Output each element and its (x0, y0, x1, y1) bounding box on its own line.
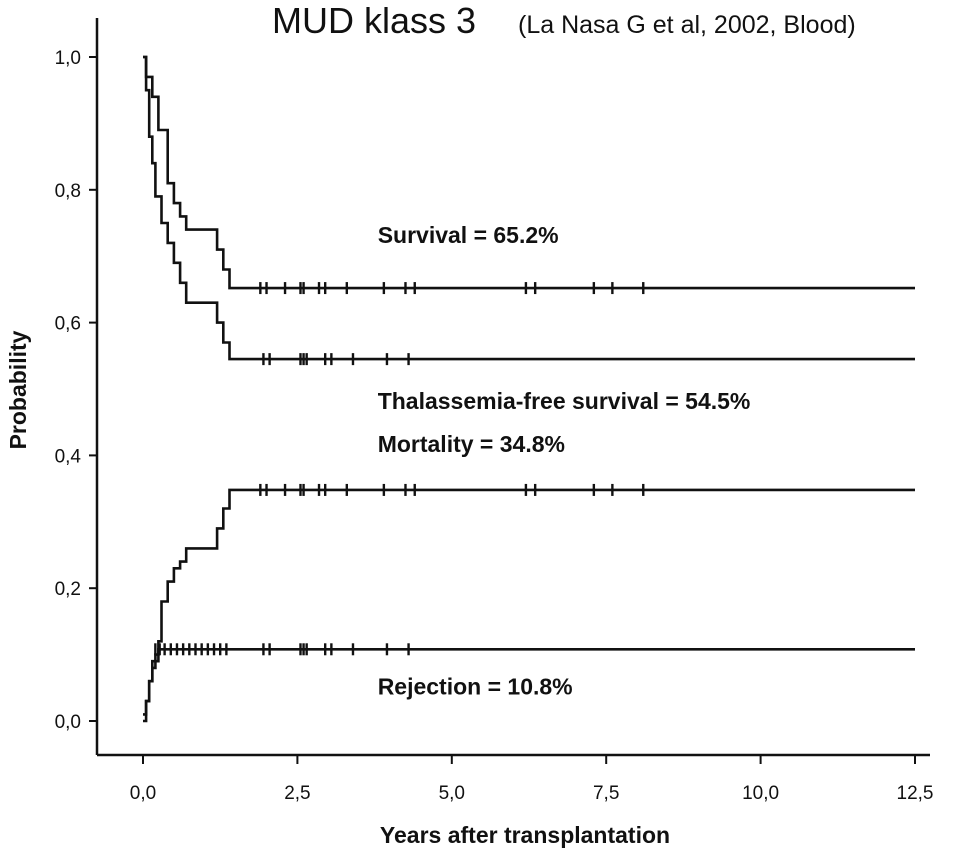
series-line-survival (143, 55, 915, 290)
axes: 0,0 0,2 0,4 0,6 0,8 1,0 0,0 2,5 5,0 7,5 10,0 12,5 (55, 18, 934, 804)
x-tick-label: 7,5 (593, 783, 619, 804)
y-tick-label: 0,2 (55, 579, 81, 600)
y-tick-label: 0,8 (55, 181, 81, 202)
chart-subtitle: (La Nasa G et al, 2002, Blood) (518, 11, 856, 39)
series-lines (143, 55, 915, 723)
annotation-label: Mortality = 34.8% (378, 431, 565, 457)
y-tick-label: 1,0 (55, 48, 81, 69)
series-line-thalassemia-free-survival (143, 55, 915, 361)
x-tick-label: 0,0 (130, 783, 156, 804)
annotation-label: Survival = 65.2% (378, 222, 559, 248)
annotations: Survival = 65.2% Thalassemia-free surviva… (378, 222, 751, 700)
chart-title: MUD klass 3 (272, 0, 476, 41)
annotation-label: Thalassemia-free survival = 54.5% (378, 388, 751, 414)
annotation-label: Rejection = 10.8% (378, 673, 573, 699)
x-axis-title: Years after transplantation (380, 822, 670, 848)
y-axis-title: Probability (5, 330, 31, 449)
series-line-rejection (143, 648, 915, 716)
x-tick-label: 5,0 (439, 783, 465, 804)
y-tick-label: 0,6 (55, 314, 81, 335)
x-tick-label: 12,5 (897, 783, 934, 804)
y-tick-label: 0,0 (55, 712, 81, 733)
x-tick-label: 2,5 (284, 783, 310, 804)
x-tick-label: 10,0 (742, 783, 779, 804)
y-tick-label: 0,4 (55, 446, 82, 467)
